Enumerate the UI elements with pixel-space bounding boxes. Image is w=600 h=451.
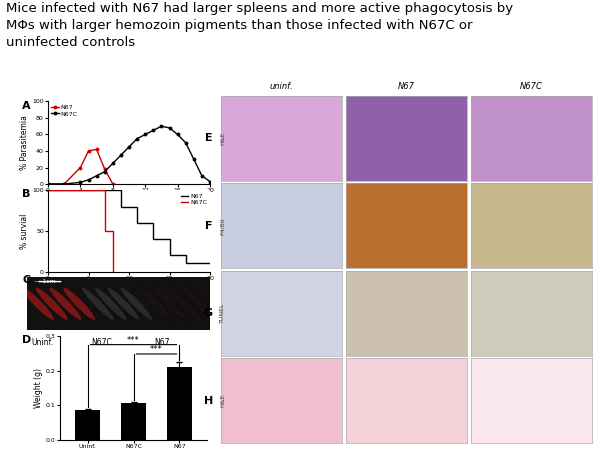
- Text: TUNEL: TUNEL: [220, 303, 225, 323]
- Bar: [121, 404, 146, 440]
- Text: A: A: [22, 101, 31, 110]
- Ellipse shape: [154, 287, 187, 320]
- N67: [118, 204, 125, 209]
- N67: [61, 181, 68, 187]
- Text: Mice infected with N67 had larger spleens and more active phagocytosis by
MΦs wi: Mice infected with N67 had larger spleen…: [6, 2, 513, 49]
- N67C: [142, 132, 149, 137]
- N67C: [199, 173, 206, 179]
- Text: H: H: [204, 396, 213, 405]
- Text: N67C: N67C: [520, 82, 543, 91]
- Text: F: F: [205, 221, 213, 231]
- N67C: [101, 228, 109, 234]
- N67C: [174, 132, 181, 137]
- N67: [77, 165, 84, 170]
- N67C: [44, 181, 52, 187]
- N67: [134, 204, 141, 209]
- N67C: [109, 228, 116, 234]
- N67: [150, 220, 157, 226]
- Text: uninf.: uninf.: [269, 82, 293, 91]
- Text: N67: N67: [398, 82, 415, 91]
- N67: [182, 261, 190, 266]
- N67C: [150, 128, 157, 133]
- Ellipse shape: [82, 287, 114, 320]
- N67: [182, 253, 190, 258]
- N67C: [93, 173, 100, 179]
- Text: G: G: [204, 308, 213, 318]
- N67C: [206, 179, 214, 184]
- Text: — 1cm: — 1cm: [34, 279, 56, 284]
- N67C: [109, 269, 116, 274]
- Ellipse shape: [49, 287, 82, 320]
- Text: H&E: H&E: [220, 394, 225, 407]
- Ellipse shape: [95, 287, 127, 320]
- N67C: [44, 188, 52, 193]
- N67: [150, 236, 157, 242]
- Text: H&E: H&E: [220, 132, 225, 145]
- N67C: [61, 181, 68, 187]
- Ellipse shape: [183, 287, 216, 320]
- Legend: N67, N67C: N67, N67C: [51, 105, 77, 117]
- Y-axis label: % Parasitemia: % Parasitemia: [20, 115, 29, 170]
- N67C: [134, 136, 141, 141]
- N67C: [166, 125, 173, 131]
- Text: C: C: [22, 275, 31, 285]
- Text: E: E: [205, 133, 213, 143]
- Line: N67: N67: [48, 190, 210, 263]
- Bar: [75, 410, 100, 440]
- Ellipse shape: [169, 287, 201, 320]
- Bar: [167, 367, 192, 440]
- Text: ***: ***: [150, 345, 163, 354]
- N67C: [85, 177, 92, 183]
- N67: [44, 188, 52, 193]
- N67C: [190, 156, 197, 162]
- Line: N67: N67: [47, 148, 114, 185]
- N67: [166, 253, 173, 258]
- N67: [44, 181, 52, 187]
- N67: [101, 166, 109, 172]
- Ellipse shape: [120, 287, 152, 320]
- Legend: N67, N67C: N67, N67C: [181, 193, 207, 206]
- N67: [118, 188, 125, 193]
- Text: Uninf.: Uninf.: [31, 338, 53, 347]
- N67C: [101, 188, 109, 193]
- N67: [109, 181, 116, 187]
- Y-axis label: Weight (g): Weight (g): [34, 368, 43, 408]
- Text: F4/80: F4/80: [220, 217, 225, 235]
- N67C: [158, 124, 165, 129]
- N67C: [118, 152, 125, 158]
- Ellipse shape: [139, 287, 172, 320]
- N67C: [182, 140, 190, 145]
- Text: N67C: N67C: [92, 338, 112, 347]
- N67C: [101, 169, 109, 175]
- Ellipse shape: [63, 287, 95, 320]
- N67C: [77, 179, 84, 185]
- N67: [93, 147, 100, 152]
- N67: [206, 261, 214, 266]
- N67C: [109, 161, 116, 166]
- Line: N67C: N67C: [47, 125, 211, 185]
- Text: D: D: [22, 335, 31, 345]
- Ellipse shape: [22, 287, 54, 320]
- N67: [166, 236, 173, 242]
- Text: B: B: [22, 189, 31, 199]
- N67: [85, 148, 92, 154]
- Line: N67C: N67C: [48, 190, 113, 272]
- Y-axis label: % survial: % survial: [20, 213, 29, 249]
- N67: [134, 220, 141, 226]
- N67C: [125, 144, 133, 150]
- X-axis label: Day post infection: Day post infection: [94, 286, 164, 295]
- Ellipse shape: [107, 287, 140, 320]
- X-axis label: Day post infection: Day post infection: [94, 199, 164, 208]
- Ellipse shape: [35, 287, 68, 320]
- Text: ***: ***: [127, 336, 140, 345]
- Text: N67: N67: [154, 338, 170, 347]
